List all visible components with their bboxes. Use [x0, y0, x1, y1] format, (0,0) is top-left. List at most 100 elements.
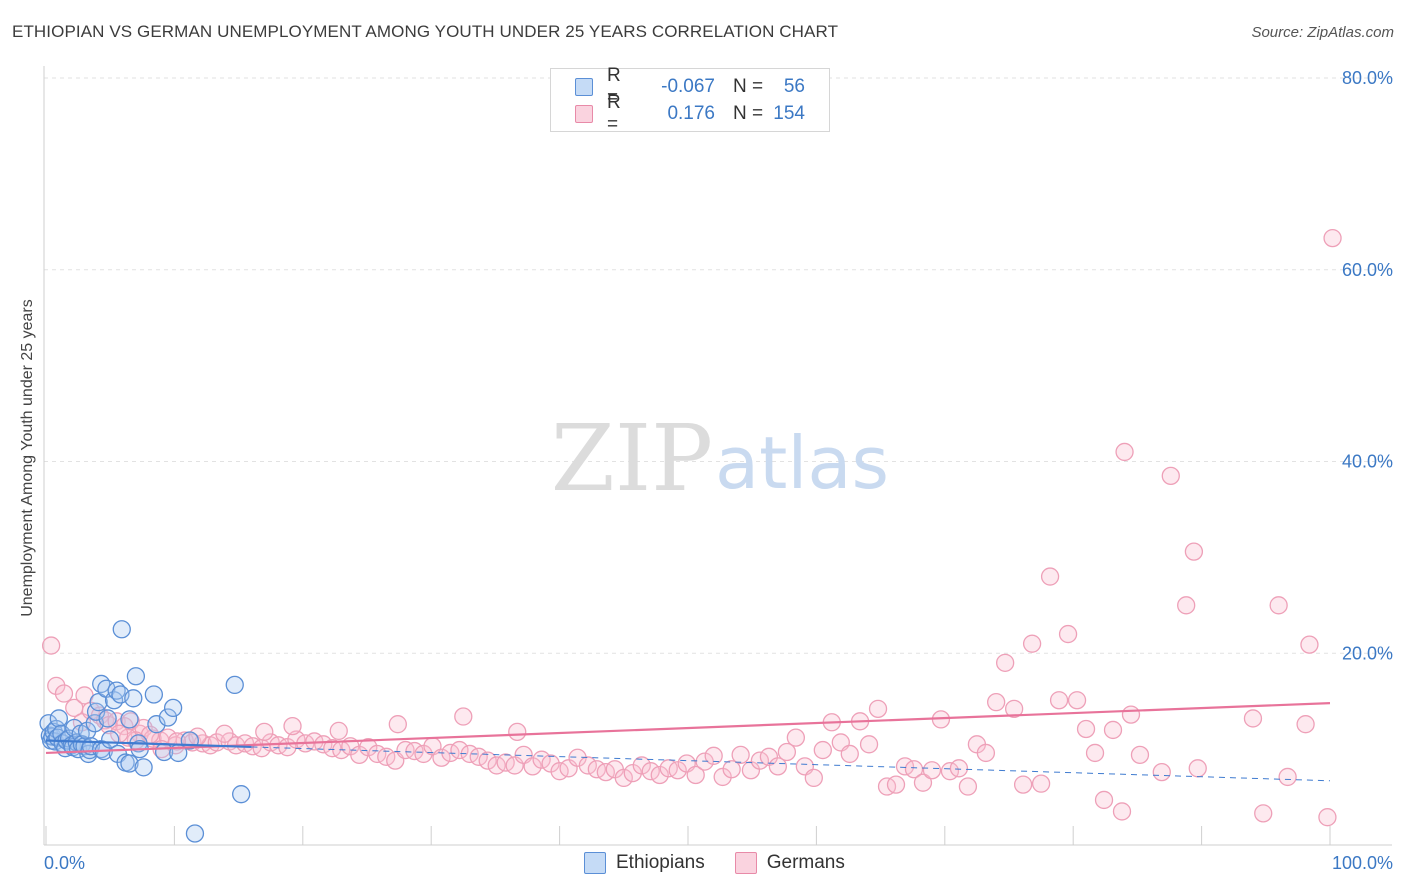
data-point-ethiopians	[124, 689, 143, 708]
data-point-germans	[450, 740, 469, 760]
data-point-ethiopians	[77, 721, 97, 741]
data-point-germans	[686, 765, 705, 785]
data-point-germans	[283, 716, 302, 736]
data-point-germans	[255, 722, 274, 742]
data-point-germans	[1112, 802, 1132, 821]
data-point-germans	[922, 761, 942, 780]
tick-labels: 20.0% 40.0% 60.0% 80.0% 0.0% 100.0%	[44, 68, 1393, 873]
trend-lines	[45, 702, 1331, 782]
legend-n-value: 56	[783, 76, 805, 97]
data-point-ethiopians	[126, 667, 146, 686]
data-point-ethiopians	[144, 685, 164, 704]
data-point-germans	[1004, 699, 1024, 719]
data-point-germans	[388, 715, 407, 734]
x-tick-label: 0.0%	[44, 853, 85, 873]
data-point-ethiopians	[147, 715, 166, 734]
data-point-ethiopians	[185, 824, 205, 843]
watermark-atlas: atlas	[715, 421, 889, 505]
legend-item-ethiopians: Ethiopians	[584, 852, 705, 874]
data-point-germans	[650, 765, 669, 785]
legend-swatch-ethiopians	[575, 78, 593, 96]
data-point-germans	[722, 760, 741, 779]
data-point-germans	[1177, 596, 1196, 615]
data-point-germans	[1323, 228, 1342, 248]
series-germans	[41, 228, 1342, 827]
data-point-germans	[1318, 808, 1337, 827]
legend-n-label: N =	[733, 76, 764, 97]
data-point-germans	[1022, 634, 1042, 653]
data-point-germans	[614, 768, 633, 788]
data-point-germans	[47, 676, 66, 695]
data-point-germans	[840, 744, 859, 764]
data-point-germans	[987, 692, 1006, 712]
data-point-germans	[1184, 542, 1204, 561]
data-point-germans	[768, 757, 788, 776]
data-point-germans	[995, 653, 1015, 672]
data-point-germans	[41, 636, 61, 655]
legend-row-germans: R = 0.176 N = 154	[575, 92, 805, 135]
data-point-germans	[786, 728, 806, 747]
data-point-germans	[913, 773, 933, 792]
data-point-germans	[1269, 596, 1288, 615]
data-point-ethiopians	[120, 754, 139, 773]
legend-r-label: R =	[607, 92, 621, 135]
data-point-ethiopians	[49, 709, 68, 728]
data-point-germans	[641, 762, 660, 781]
trend-line-germans	[45, 702, 1331, 755]
data-point-ethiopians	[120, 710, 139, 729]
data-point-germans	[886, 775, 906, 794]
legend-n-value: 154	[773, 103, 805, 124]
data-point-germans	[1115, 442, 1134, 462]
data-point-germans	[1161, 466, 1180, 486]
data-point-germans	[777, 742, 797, 762]
legend-r-value: -0.067	[661, 76, 715, 97]
axes	[43, 66, 1392, 846]
data-point-germans	[1121, 705, 1141, 724]
data-point-germans	[704, 746, 723, 765]
data-point-germans	[731, 745, 750, 765]
data-point-germans	[632, 756, 651, 775]
data-point-germans	[659, 759, 678, 778]
data-point-germans	[1094, 790, 1114, 810]
x-tick-label: 100.0%	[1332, 853, 1393, 873]
trend-line-ethiopians-extension	[251, 746, 1331, 782]
data-point-germans	[54, 684, 74, 703]
data-point-germans	[329, 721, 348, 741]
legend-n-label: N =	[733, 103, 764, 124]
data-point-germans	[523, 757, 542, 776]
data-point-germans	[1254, 804, 1273, 823]
data-point-ethiopians	[98, 709, 117, 728]
legend-r-label: R =	[607, 65, 621, 108]
legend-r-value: 0.176	[667, 103, 715, 124]
data-point-ethiopians	[225, 675, 244, 695]
y-tick-label: 40.0%	[1342, 452, 1393, 472]
data-point-germans	[813, 740, 832, 760]
data-point-germans	[668, 761, 687, 780]
data-point-germans	[1188, 759, 1207, 778]
data-point-ethiopians	[112, 620, 131, 639]
data-point-germans	[1130, 745, 1150, 765]
legend-swatch-ethiopians	[584, 852, 606, 874]
data-point-ethiopians	[232, 785, 251, 804]
data-point-germans	[323, 739, 342, 758]
data-point-germans	[215, 724, 234, 743]
series-legend: Ethiopians Germans	[584, 852, 875, 874]
y-tick-label: 80.0%	[1342, 68, 1393, 88]
data-point-germans	[478, 751, 497, 770]
legend-label-ethiopians: Ethiopians	[616, 852, 705, 873]
data-point-germans	[1076, 719, 1096, 739]
data-point-ethiopians	[134, 758, 153, 777]
data-point-germans	[578, 756, 597, 775]
data-point-germans	[1085, 743, 1105, 763]
data-point-germans	[1300, 635, 1319, 654]
legend-label-germans: Germans	[766, 852, 845, 873]
data-point-germans	[958, 777, 978, 796]
data-point-germans	[1067, 691, 1087, 710]
data-point-ethiopians	[163, 698, 183, 718]
data-point-germans	[454, 707, 473, 726]
legend-row-ethiopians: R = -0.067 N = 56	[575, 65, 805, 108]
data-point-germans	[469, 747, 488, 766]
data-point-germans	[508, 722, 527, 742]
data-point-germans	[976, 743, 996, 763]
data-point-ethiopians	[158, 708, 178, 727]
